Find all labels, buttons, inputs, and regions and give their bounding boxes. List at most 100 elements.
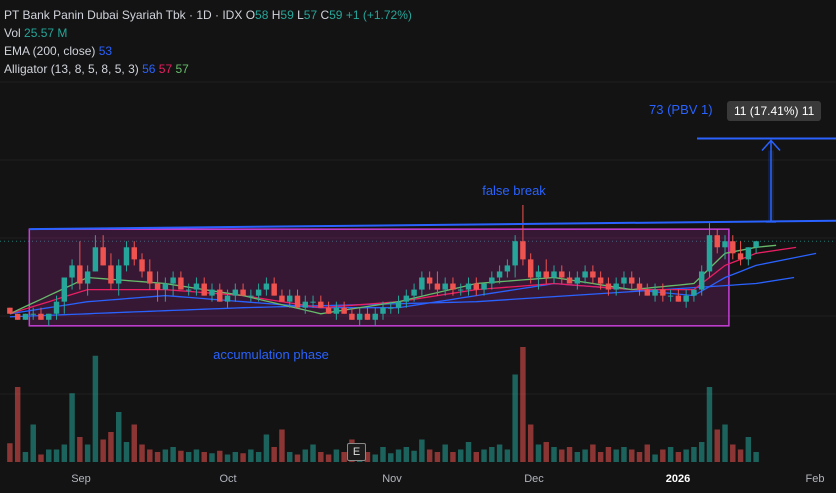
candle: [7, 307, 13, 314]
volume-bar: [512, 374, 518, 462]
candle-body: [248, 295, 254, 297]
candle-body: [287, 295, 293, 302]
volume-bar: [7, 443, 13, 462]
candle-body: [434, 283, 441, 290]
candle: [232, 283, 239, 302]
candle: [271, 277, 277, 296]
volume-bar: [636, 452, 643, 462]
volume-bar: [92, 355, 99, 462]
volume-bar: [543, 442, 549, 462]
volume-bar: [434, 452, 441, 462]
candle: [22, 313, 29, 320]
candle-body: [481, 283, 487, 290]
candle: [722, 235, 728, 260]
candle-body: [597, 277, 604, 284]
candle-body: [310, 301, 316, 303]
accumulation-phase-label: accumulation phase: [213, 347, 329, 362]
candle-body: [263, 283, 270, 290]
candle-body: [201, 283, 207, 296]
candle: [667, 289, 674, 302]
candle: [426, 271, 433, 290]
candle: [520, 205, 526, 266]
volume-label: Vol: [4, 26, 21, 40]
candle: [224, 289, 231, 308]
volume-bar: [14, 387, 21, 462]
candle: [652, 283, 658, 302]
candle-body: [279, 295, 285, 302]
volume-bar: [302, 449, 308, 462]
candle: [597, 271, 604, 290]
ohlc-key-c: C: [320, 8, 330, 22]
volume-bar: [527, 424, 534, 462]
ohlc-value-o: 58: [255, 8, 272, 22]
volume-bar: [675, 452, 682, 462]
candle-body: [108, 265, 114, 284]
candle: [77, 241, 83, 290]
candle-body: [473, 283, 479, 290]
candle: [730, 235, 736, 260]
volume-bar: [248, 449, 254, 462]
volume-bar: [100, 439, 106, 462]
candle-body: [302, 301, 308, 308]
volume-bar: [683, 449, 689, 462]
candle: [504, 259, 511, 278]
candle: [605, 277, 612, 296]
candle: [240, 283, 246, 296]
volume-bar: [271, 447, 277, 462]
candle: [61, 277, 68, 314]
candle-body: [403, 295, 410, 302]
events-button[interactable]: E: [347, 443, 366, 461]
candle-body: [209, 289, 215, 296]
candle-body: [644, 289, 651, 296]
volume-bar: [263, 434, 270, 462]
volume-bar: [162, 449, 169, 462]
candle: [372, 307, 378, 326]
legend-alligator-row[interactable]: Alligator (13, 8, 5, 8, 5, 3) 56 57 57: [4, 60, 412, 78]
candle-body: [7, 307, 13, 314]
candle: [38, 307, 44, 320]
candle-body: [388, 307, 394, 309]
candle: [512, 235, 518, 278]
candle: [683, 289, 689, 308]
candle: [279, 289, 285, 302]
volume-bar: [403, 447, 410, 462]
symbol-title[interactable]: PT Bank Panin Dubai Syariah Tbk · 1D · I…: [4, 8, 243, 22]
volume-bar: [325, 454, 332, 462]
ohlc-key-h: H: [271, 8, 281, 22]
candle-body: [271, 283, 277, 296]
candle: [310, 295, 316, 308]
candle: [255, 283, 262, 302]
candle: [356, 307, 363, 326]
volume-bar: [217, 450, 223, 462]
volume-bar: [108, 432, 114, 462]
volume-value: 25.57 M: [24, 26, 68, 40]
candle: [178, 271, 184, 290]
volume-bar: [652, 454, 658, 462]
candle-body: [115, 265, 122, 284]
candle: [442, 277, 448, 296]
candle: [193, 277, 200, 296]
volume-bar: [178, 450, 184, 462]
candle-body: [84, 271, 91, 284]
candle-body: [411, 289, 417, 296]
candle: [170, 271, 176, 296]
legend-ema-row[interactable]: EMA (200, close) 53: [4, 42, 412, 60]
candle-body: [590, 271, 596, 278]
candle: [737, 241, 744, 266]
candle: [139, 253, 145, 278]
volume-bar: [380, 447, 386, 462]
legend-volume-row[interactable]: Vol 25.57 M: [4, 24, 412, 42]
volume-bar: [660, 449, 666, 462]
candle-body: [356, 313, 363, 320]
volume-bar: [232, 452, 239, 462]
candle-body: [61, 277, 68, 302]
candle: [154, 271, 161, 302]
candle-body: [496, 271, 503, 278]
volume-bar: [426, 449, 433, 462]
candle-body: [170, 277, 176, 284]
candle-body: [574, 277, 581, 284]
candle-body: [131, 247, 137, 260]
candle-body: [714, 235, 720, 248]
